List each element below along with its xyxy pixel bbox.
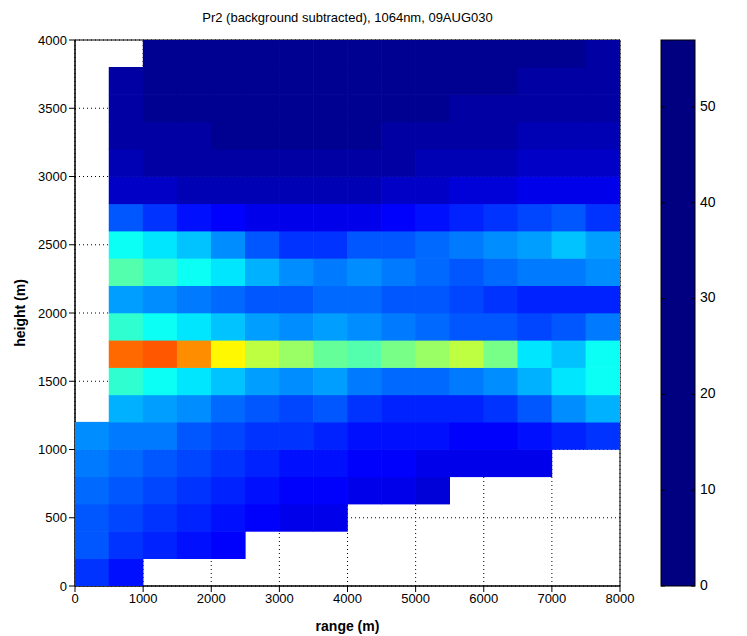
html-text:Pr2 (background subtracted), 1: Pr2 (background subtracted), 1064nm, 09A… (202, 10, 493, 25)
svg-text:3000: 3000 (38, 169, 67, 184)
svg-text:4000: 4000 (333, 591, 362, 606)
svg-text:0: 0 (60, 579, 67, 594)
svg-text:30: 30 (700, 289, 716, 305)
svg-text:4000: 4000 (38, 33, 67, 48)
svg-text:20: 20 (700, 385, 716, 401)
svg-text:6000: 6000 (469, 591, 498, 606)
svg-text:0: 0 (71, 591, 78, 606)
svg-text:0: 0 (700, 577, 708, 593)
svg-text:7000: 7000 (537, 591, 566, 606)
svg-text:3500: 3500 (38, 101, 67, 116)
svg-text:5000: 5000 (401, 591, 430, 606)
svg-text:3000: 3000 (265, 591, 294, 606)
svg-text:1500: 1500 (38, 374, 67, 389)
svg-text:8000: 8000 (606, 591, 635, 606)
svg-text:50: 50 (700, 98, 716, 114)
svg-text:range (m): range (m) (316, 618, 380, 634)
svg-text:500: 500 (45, 510, 67, 525)
svg-text:2000: 2000 (38, 306, 67, 321)
svg-text:1000: 1000 (38, 442, 67, 457)
svg-text:10: 10 (700, 481, 716, 497)
svg-text:40: 40 (700, 194, 716, 210)
svg-text:height (m): height (m) (12, 279, 28, 347)
svg-text:2000: 2000 (197, 591, 226, 606)
svg-text:2500: 2500 (38, 237, 67, 252)
svg-text:1000: 1000 (129, 591, 158, 606)
